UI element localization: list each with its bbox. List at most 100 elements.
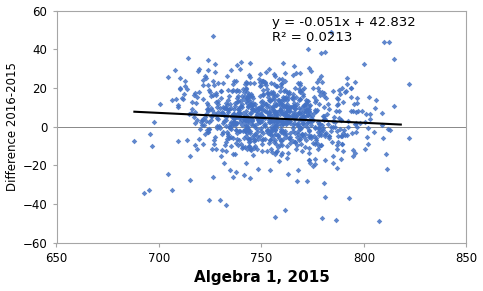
Point (222, 149, 229, 153)
Point (344, 125, 352, 130)
Point (261, 81, 269, 86)
Point (220, 118, 228, 123)
Point (292, 113, 299, 118)
Point (350, 102, 358, 107)
Point (320, 118, 328, 122)
Point (269, 105, 277, 110)
Point (330, 114, 338, 119)
Point (304, 120, 312, 124)
Point (204, 107, 212, 111)
Point (302, 110, 310, 115)
Point (253, 115, 260, 120)
Point (271, 94, 279, 98)
Point (298, 132, 306, 136)
Point (290, 112, 298, 117)
Point (298, 125, 305, 130)
Point (261, 108, 269, 112)
Point (230, 120, 238, 124)
Point (294, 132, 301, 136)
Point (301, 115, 309, 120)
Point (304, 113, 312, 118)
Point (271, 215, 279, 219)
Point (321, 195, 329, 200)
Point (181, 84, 189, 88)
Point (196, 127, 204, 132)
Point (233, 96, 241, 101)
Point (244, 120, 252, 124)
Point (304, 99, 312, 103)
Point (222, 101, 230, 106)
Point (331, 120, 339, 124)
Point (270, 72, 278, 77)
Point (218, 148, 226, 153)
Point (315, 144, 323, 149)
Point (283, 132, 290, 136)
Point (283, 144, 291, 149)
Point (184, 137, 191, 142)
Point (265, 110, 272, 114)
Point (253, 133, 261, 138)
Point (306, 111, 314, 116)
Point (339, 131, 347, 136)
Point (291, 105, 299, 110)
Point (199, 83, 206, 88)
Point (289, 95, 297, 100)
Point (237, 141, 245, 146)
Point (257, 114, 265, 119)
Point (255, 107, 263, 111)
Point (233, 136, 241, 141)
Point (305, 150, 313, 155)
Point (226, 167, 234, 172)
Point (279, 137, 287, 141)
Point (361, 147, 369, 151)
Point (289, 92, 297, 97)
Point (273, 110, 281, 115)
Point (277, 85, 284, 89)
Point (321, 157, 329, 162)
Point (262, 83, 270, 88)
Point (229, 136, 237, 140)
Point (313, 80, 321, 84)
Point (300, 103, 308, 107)
Point (310, 111, 318, 115)
Point (203, 107, 211, 111)
Point (199, 117, 207, 122)
Point (296, 97, 304, 102)
Point (240, 97, 247, 101)
Point (311, 141, 318, 146)
Point (217, 89, 225, 94)
Point (309, 164, 317, 168)
Point (265, 130, 272, 135)
Point (312, 108, 319, 112)
Point (348, 131, 355, 135)
Point (376, 219, 384, 223)
Point (253, 109, 260, 114)
Point (271, 118, 279, 123)
Point (335, 88, 343, 93)
Point (279, 130, 287, 134)
Point (271, 101, 279, 106)
Point (205, 67, 213, 72)
Point (283, 104, 290, 108)
Point (212, 70, 219, 74)
Point (307, 122, 315, 127)
Point (266, 120, 274, 125)
Point (284, 89, 291, 94)
Point (281, 132, 288, 136)
Point (324, 112, 331, 116)
Point (347, 109, 355, 113)
Point (257, 117, 265, 121)
Point (271, 127, 279, 132)
Point (278, 107, 285, 112)
Point (182, 78, 189, 83)
Point (334, 96, 341, 101)
Point (362, 112, 370, 116)
Point (278, 143, 286, 147)
Point (176, 86, 184, 90)
Point (261, 116, 269, 120)
Point (277, 137, 285, 142)
Point (240, 172, 247, 177)
Point (379, 111, 386, 115)
Point (220, 105, 227, 110)
Point (130, 139, 138, 144)
